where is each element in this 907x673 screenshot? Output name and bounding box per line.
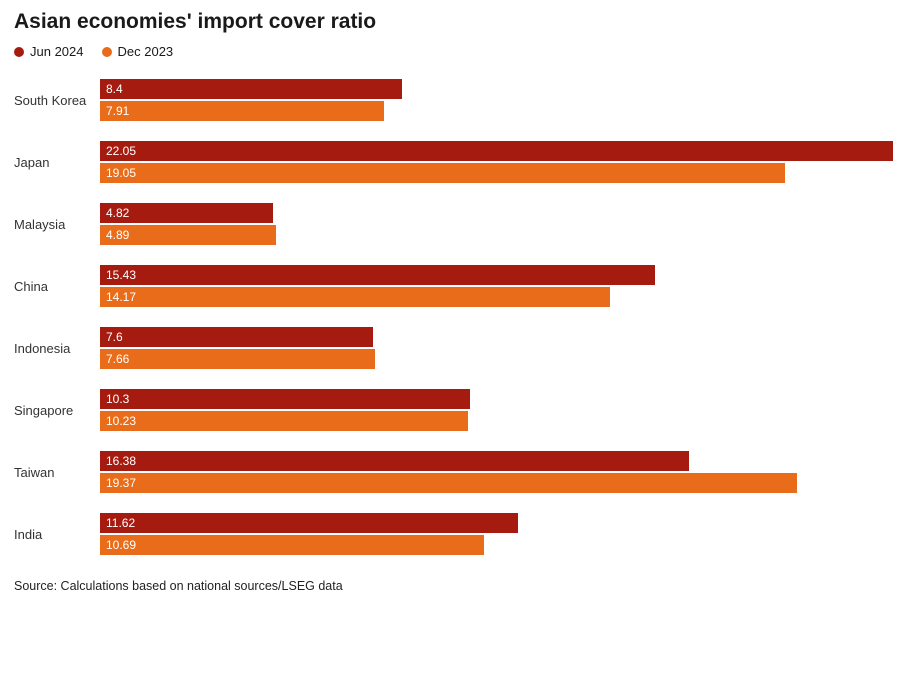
bar-value-label: 4.89	[106, 228, 129, 242]
legend-item-jun2024: Jun 2024	[14, 44, 84, 59]
category-label: India	[14, 527, 100, 542]
legend-dot-icon	[14, 47, 24, 57]
bar-jun2024: 16.38	[100, 451, 689, 471]
chart-plot-area: South Korea 8.4 7.91 Japan 22.05 19.05 Malaysi…	[14, 69, 893, 565]
bar-group: 7.6 7.66	[100, 327, 893, 369]
bar-value-label: 4.82	[106, 206, 129, 220]
bar-group: 4.82 4.89	[100, 203, 893, 245]
bar-group: 10.3 10.23	[100, 389, 893, 431]
chart-row: South Korea 8.4 7.91	[14, 69, 893, 131]
bar-dec2023: 10.69	[100, 535, 484, 555]
legend-dot-icon	[102, 47, 112, 57]
bar-value-label: 19.05	[106, 166, 136, 180]
bar-dec2023: 7.66	[100, 349, 375, 369]
chart-row: China 15.43 14.17	[14, 255, 893, 317]
legend-label: Jun 2024	[30, 44, 84, 59]
bar-dec2023: 14.17	[100, 287, 610, 307]
bar-group: 15.43 14.17	[100, 265, 893, 307]
bar-jun2024: 8.4	[100, 79, 402, 99]
bar-value-label: 10.69	[106, 538, 136, 552]
bar-dec2023: 4.89	[100, 225, 276, 245]
category-label: China	[14, 279, 100, 294]
bar-value-label: 8.4	[106, 82, 123, 96]
legend-item-dec2023: Dec 2023	[102, 44, 174, 59]
bar-value-label: 10.23	[106, 414, 136, 428]
bar-value-label: 7.66	[106, 352, 129, 366]
bar-jun2024: 10.3	[100, 389, 470, 409]
bar-value-label: 14.17	[106, 290, 136, 304]
bar-value-label: 10.3	[106, 392, 129, 406]
bar-jun2024: 15.43	[100, 265, 655, 285]
chart-row: Indonesia 7.6 7.66	[14, 317, 893, 379]
bar-dec2023: 10.23	[100, 411, 468, 431]
bar-jun2024: 11.62	[100, 513, 518, 533]
chart-row: Singapore 10.3 10.23	[14, 379, 893, 441]
bar-group: 22.05 19.05	[100, 141, 893, 183]
bar-group: 11.62 10.69	[100, 513, 893, 555]
bar-jun2024: 4.82	[100, 203, 273, 223]
bar-value-label: 11.62	[106, 516, 135, 530]
chart-row: Malaysia 4.82 4.89	[14, 193, 893, 255]
chart-title: Asian economies' import cover ratio	[14, 10, 893, 34]
bar-group: 8.4 7.91	[100, 79, 893, 121]
bar-value-label: 7.91	[106, 104, 129, 118]
legend: Jun 2024 Dec 2023	[14, 44, 893, 59]
bar-dec2023: 19.37	[100, 473, 797, 493]
bar-jun2024: 22.05	[100, 141, 893, 161]
bar-group: 16.38 19.37	[100, 451, 893, 493]
bar-value-label: 15.43	[106, 268, 136, 282]
category-label: Japan	[14, 155, 100, 170]
chart-row: Taiwan 16.38 19.37	[14, 441, 893, 503]
bar-dec2023: 19.05	[100, 163, 785, 183]
bar-value-label: 22.05	[106, 144, 136, 158]
bar-value-label: 19.37	[106, 476, 136, 490]
category-label: South Korea	[14, 93, 100, 108]
chart-row: India 11.62 10.69	[14, 503, 893, 565]
bar-value-label: 16.38	[106, 454, 136, 468]
category-label: Taiwan	[14, 465, 100, 480]
category-label: Indonesia	[14, 341, 100, 356]
bar-dec2023: 7.91	[100, 101, 384, 121]
bar-jun2024: 7.6	[100, 327, 373, 347]
category-label: Malaysia	[14, 217, 100, 232]
chart-row: Japan 22.05 19.05	[14, 131, 893, 193]
bar-value-label: 7.6	[106, 330, 123, 344]
chart-source: Source: Calculations based on national s…	[14, 579, 893, 593]
category-label: Singapore	[14, 403, 100, 418]
legend-label: Dec 2023	[118, 44, 174, 59]
